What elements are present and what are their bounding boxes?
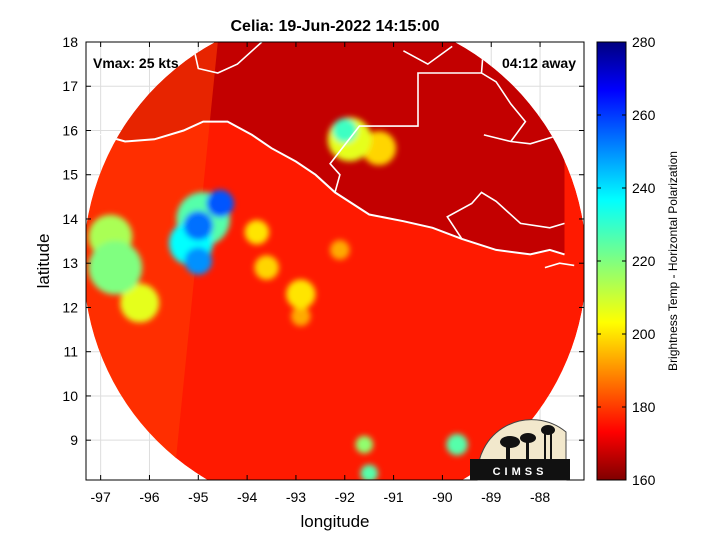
x-tick-label: -95 <box>188 489 208 505</box>
satellite-dish-icon <box>520 433 536 443</box>
colorbar-tick-label: 180 <box>632 399 656 415</box>
country-border <box>446 191 565 240</box>
x-tick-label: -96 <box>139 489 159 505</box>
brightness-temp-feature <box>332 118 357 143</box>
y-tick-label: 11 <box>63 344 78 360</box>
x-tick-label: -93 <box>286 489 306 505</box>
map-borders-outside-swath <box>86 121 565 255</box>
brightness-temp-feature <box>206 189 234 218</box>
water-tower-icon <box>541 425 555 435</box>
x-axis-label: longitude <box>300 512 369 531</box>
colorbar-tick-label: 160 <box>632 472 656 488</box>
coastline-outside <box>86 121 565 255</box>
swath-edge-shading <box>86 42 218 480</box>
y-tick-label: 12 <box>62 299 78 315</box>
y-tick-label: 18 <box>62 34 78 50</box>
colorbar-tick-label: 240 <box>632 180 656 196</box>
country-border <box>481 72 527 142</box>
brightness-temp-feature <box>446 433 468 456</box>
brightness-temp-feature <box>355 435 374 454</box>
plot-frame <box>85 41 585 481</box>
brightness-temp-feature <box>184 247 212 275</box>
logo-banner <box>470 459 570 480</box>
colorbar-tick-label: 200 <box>632 326 656 342</box>
colorbar-label: Brightness Temp - Horizontal Polarizatio… <box>666 151 680 371</box>
brightness-temp-feature <box>254 255 279 280</box>
y-tick-label: 16 <box>62 122 78 138</box>
x-tick-label: -90 <box>432 489 452 505</box>
y-tick-label: 13 <box>62 255 78 271</box>
brightness-temp-feature <box>291 306 311 327</box>
colorbar-gradient <box>596 41 627 481</box>
brightness-temp-feature <box>244 220 270 245</box>
brightness-temp-feature <box>183 210 213 241</box>
swath-data <box>86 42 584 480</box>
chart-title: Celia: 19-Jun-2022 14:15:00 <box>231 18 440 35</box>
brightness-temp-feature <box>360 464 378 480</box>
colorbar-tick-label: 220 <box>632 253 656 269</box>
brightness-temp-feature <box>120 283 160 323</box>
cimss-logo: CIMSS <box>470 419 570 481</box>
y-axis-label: latitude <box>34 234 53 289</box>
time-away-annotation: 04:12 away <box>502 55 576 71</box>
x-tick-label: -97 <box>91 489 111 505</box>
x-tick-label: -91 <box>383 489 403 505</box>
colorbar: 160 180 200 220 240 260 280 Brightness Temp - … <box>596 34 680 488</box>
brightness-temp-feature <box>286 279 316 309</box>
country-border <box>544 262 575 269</box>
colorbar-tick-label: 260 <box>632 107 656 123</box>
logo-text: CIMSS <box>493 466 548 478</box>
brightness-temp-feature <box>88 240 143 295</box>
y-axis-ticks: 9 10 11 12 13 14 15 16 17 18 <box>62 34 584 448</box>
satellite-dish-icon <box>500 436 520 448</box>
vmax-annotation: Vmax: 25 kts <box>93 55 179 71</box>
y-tick-label: 14 <box>62 211 78 227</box>
y-tick-label: 10 <box>62 388 78 404</box>
x-tick-label: -92 <box>335 489 355 505</box>
x-axis-ticks: -97 -96 -95 -94 -93 -92 -91 -90 -89 -88 <box>91 42 550 505</box>
y-tick-label: 9 <box>70 432 78 448</box>
brightness-temp-feature <box>330 240 350 260</box>
colorbar-tick-label: 280 <box>632 34 656 50</box>
country-border <box>192 42 263 74</box>
country-border <box>329 42 485 193</box>
x-tick-label: -89 <box>481 489 501 505</box>
y-tick-label: 15 <box>62 167 78 183</box>
country-border <box>403 45 453 66</box>
x-tick-label: -94 <box>237 489 257 505</box>
y-tick-label: 17 <box>62 78 78 94</box>
colorbar-ticks: 160 180 200 220 240 260 280 <box>597 34 656 488</box>
x-tick-label: -88 <box>530 489 550 505</box>
